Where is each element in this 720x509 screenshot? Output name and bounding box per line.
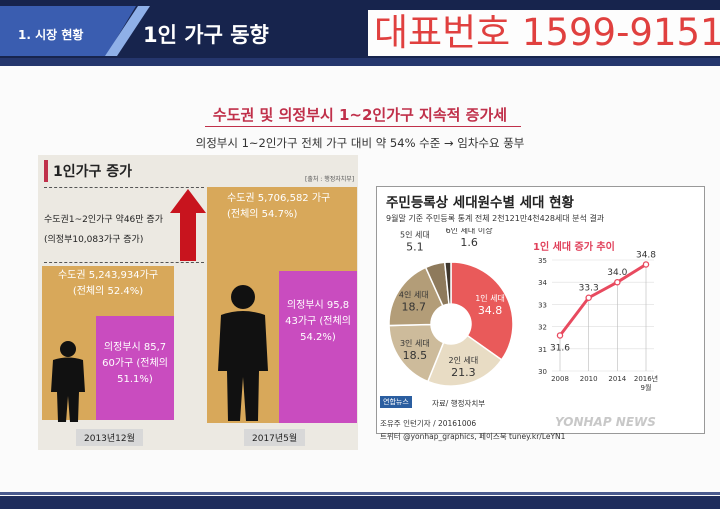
line-point [614,278,621,286]
increase-line-2: (의정부10,083가구 증가) [44,235,144,245]
yonhap-logo: 연합뉴스 [380,396,412,408]
x-tick-label: 2014 [608,375,626,383]
watermark: YONHAP NEWS [555,415,656,429]
increase-annotation: 수도권1~2인가구 약46만 증가 (의정부10,083가구 증가) [44,210,163,250]
subheadline: 의정부시 1~2인가구 전체 가구 대비 약 54% 수준 → 임차수요 풍부 [195,136,525,150]
increase-line-1: 수도권1~2인가구 약46만 증가 [44,215,163,225]
title-marker [44,160,48,182]
line-chart-title: 1인 세대 증가 추이 [533,242,615,253]
bar-2013-ui-label-3: 51.1%) [117,374,153,385]
x-tick-label: 2016년 [634,374,658,383]
bar-2017-uijeongbu-label: 의정부시 95,8 43가구 (전체의 54.2%) [279,298,357,346]
donut-slice [450,261,514,361]
section-label: 1. 시장 현황 [18,28,84,42]
bar-2013-ui-label-2: 60가구 (전체의 [102,358,168,369]
category-label-2017: 2017년5월 [244,429,306,446]
data-label: 33.3 [579,284,599,294]
donut-slice-value: 21.3 [451,366,476,379]
donut-slice-label: 4인 세대 [399,290,429,300]
person-silhouette-icon [51,341,85,422]
line-point [585,294,592,301]
donut-slice-label: 1인 세대 [475,293,505,303]
left-chart-title: 1인가구 증가 [53,164,133,180]
donut-slice [426,334,503,387]
bar-2013-capital-label-2: (전체의 52.4%) [72,286,144,297]
donut-slice-label: 5인 세대 [400,230,430,240]
donut-slice-value: 1.6 [460,236,478,249]
single-household-line-chart: 30 31 32 33 34 35 31.6 2008 33.3 2010 34.0 2014 34.8… [538,250,658,392]
y-tick-label: 35 [538,257,547,265]
page-title: 1인 가구 동향 [143,23,269,47]
donut-slice [443,261,452,305]
footer-line [0,492,720,495]
phone-number: 대표번호 1599-9151 [368,10,720,56]
bar-2017-ui-label-3: 54.2%) [300,332,336,343]
series-line [558,263,647,337]
line-point [556,332,564,339]
line-point [642,261,650,268]
bar-2017-uijeongbu [279,271,357,423]
donut-slice [388,266,444,327]
bar-2013-uijeongbu [96,316,174,420]
x-tick-label: 9월 [641,383,652,392]
bar-2013-uijeongbu-label: 의정부시 85,7 60가구 (전체의 51.1%) [96,340,174,388]
donut-slice-label: 3인 세대 [400,338,430,348]
person-silhouette-large-icon [218,285,268,421]
donut-slice-label: 6인 세대 이상 [446,228,494,235]
donut-slice-value: 5.1 [406,241,424,254]
y-tick-label: 30 [538,368,547,376]
right-chart-title: 주민등록상 세대원수별 세대 현황 [386,195,574,211]
header-stripe [0,58,720,66]
bar-2017-capital-label: 수도권 5,706,582 가구 (전체의 54.7%) [207,191,331,223]
dashed-guide-mid [44,262,204,263]
credit-social: 트위터 @yonhap_graphics, 페이스북 tuney.kr/LeYN… [380,432,566,441]
credit-reporter: 조유주 인턴기자 / 20161006 [380,419,477,428]
y-tick-label: 33 [538,301,547,309]
left-chart-source: [출처 : 행정자치부] [305,176,355,183]
bar-2017-ui-label-2: 43가구 (전체의 [285,316,351,327]
data-label: 34.8 [636,250,656,260]
y-tick-label: 32 [538,324,547,332]
headline-underline [205,126,521,127]
y-tick-label: 31 [538,346,547,354]
donut-slice-label: 2인 세대 [449,355,479,365]
donut-slice-value: 18.5 [403,349,428,362]
x-tick-label: 2008 [551,375,569,383]
right-chart-source: 자료/ 행정자치부 [432,399,486,408]
bar-2013-capital-label: 수도권 5,243,934가구 (전체의 52.4%) [42,268,174,300]
y-tick-label: 34 [538,279,547,287]
bar-2013-ui-label-1: 의정부시 85,7 [103,342,167,353]
bar-2017-capital-label-2: (전체의 54.7%) [227,209,298,220]
increase-arrow-icon [170,189,206,261]
bar-2017-capital-label-1: 수도권 5,706,582 가구 [227,193,331,204]
x-tick-label: 2010 [580,375,598,383]
data-label: 34.0 [607,268,627,278]
donut-slice-value: 18.7 [402,301,427,314]
bar-2017-ui-label-1: 의정부시 95,8 [286,300,350,311]
right-chart-subtitle: 9월말 기준 주민등록 통계 전체 2천121만4천428세대 분석 결과 [386,214,605,223]
headline: 수도권 및 의정부시 1~2인가구 지속적 증가세 [212,106,508,124]
bar-2013-capital-label-1: 수도권 5,243,934가구 [57,270,159,281]
footer-bar [0,496,720,509]
donut-slice-value: 34.8 [478,304,503,317]
category-label-2013: 2013년12월 [76,429,143,446]
dashed-guide-top [44,187,204,188]
data-label: 31.6 [550,343,570,353]
